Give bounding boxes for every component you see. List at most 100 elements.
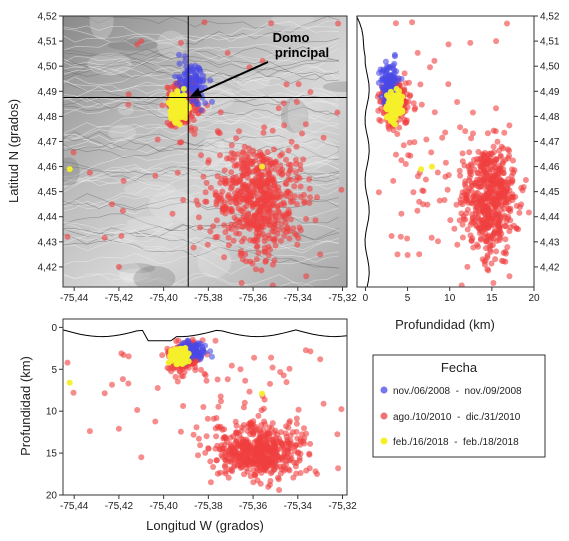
map-event-2010 (288, 138, 295, 145)
map-event-2010 (251, 236, 258, 243)
map-event-2010 (256, 206, 263, 213)
lon-event-2010 (240, 422, 247, 428)
depth-event-2010 (431, 57, 438, 64)
x-tick-label: 5 (405, 293, 411, 304)
depth-event-2010 (497, 234, 504, 241)
map-event-2010 (277, 237, 284, 244)
relief-contour (63, 159, 340, 207)
lon-event-2010 (248, 452, 255, 459)
depth-event-2010 (522, 177, 529, 183)
lon-event-2010 (247, 473, 254, 480)
map-event-2010 (118, 233, 125, 239)
lon-event-2010 (252, 452, 259, 459)
map-event-2010 (271, 146, 277, 153)
depth-event-2010 (398, 157, 405, 164)
depth-event-2010 (422, 176, 429, 183)
relief-contour (63, 133, 340, 160)
lon-event-2010 (212, 337, 219, 344)
depth-event-2010 (507, 224, 514, 231)
map-event-2010 (269, 282, 276, 287)
depth-event-2018 (418, 166, 425, 173)
map-event-2010 (258, 172, 265, 178)
map-event-2010 (299, 130, 305, 137)
depth-event-2010 (462, 197, 469, 204)
depth-event-2010 (481, 261, 488, 268)
depth-event-2010 (438, 307, 444, 313)
lon-event-2010 (283, 379, 290, 386)
map-event-2010 (259, 195, 266, 202)
lon-event-2010 (317, 356, 324, 363)
map-event-2010 (64, 233, 71, 240)
depth-event-2018 (383, 114, 390, 121)
depth-event-2010 (497, 153, 504, 160)
lon-event-2010 (266, 456, 273, 463)
lon-event-2010 (307, 348, 314, 355)
lon-event-2010 (207, 479, 214, 486)
map-event-2010 (238, 280, 245, 286)
depth-event-2010 (506, 273, 513, 280)
lon-event-2010 (285, 466, 292, 473)
lon-event-2010 (246, 388, 253, 395)
lon-event-2010 (284, 450, 291, 457)
lon-event-2010 (252, 472, 259, 479)
map-event-2010 (262, 218, 269, 225)
map-event-2010 (201, 19, 208, 26)
lon-event-2008 (196, 351, 203, 358)
y-tick-label: 4,43 (540, 237, 560, 248)
map-event-2010 (306, 176, 313, 183)
lon-event-2010 (255, 412, 262, 419)
depth-event-2010 (404, 252, 411, 258)
depth-event-2010 (454, 241, 461, 248)
lon-event-2008 (209, 353, 215, 360)
map-event-2010 (320, 134, 327, 141)
lon-event-2010 (200, 404, 207, 410)
depth-event-2018 (390, 110, 396, 117)
lon-event-2010 (239, 448, 246, 455)
relief-contour (63, 234, 340, 254)
map-event-2010 (283, 156, 289, 163)
map-event-2010 (233, 180, 240, 186)
depth-event-2010 (445, 41, 452, 48)
map-event-2010 (276, 209, 283, 216)
map-event-2010 (233, 135, 240, 142)
depth-event-2010 (496, 147, 503, 154)
map-event-2010 (275, 202, 281, 209)
y-tick-label: 15 (46, 449, 58, 460)
depth-event-2010 (414, 49, 421, 56)
lon-event-2010 (218, 398, 224, 405)
map-event-2010 (266, 174, 273, 181)
lon-event-2010 (227, 445, 234, 452)
lon-event-2010 (213, 457, 220, 464)
map-event-2008 (181, 71, 188, 78)
lon-event-2010 (289, 429, 296, 436)
longitude-depth-y-ticks: 0 5 10 15 20 (46, 323, 63, 502)
depth-event-2010 (510, 157, 516, 164)
map-event-2010 (198, 152, 204, 159)
relief-shade (271, 16, 314, 27)
map-event-2010 (259, 57, 266, 64)
longitude-depth-x-ticks: -75,44 -75,42 -75,40 -75,38 -75,36 -75,34 -75,… (60, 495, 357, 512)
relief-contour (63, 193, 340, 217)
depth-event-2010 (502, 236, 509, 243)
depth-event-2010 (464, 263, 471, 270)
map-event-2010 (228, 169, 235, 176)
depth-event-2010 (416, 198, 423, 205)
map-event-2010 (217, 109, 224, 116)
x-tick-label: -75,36 (239, 293, 268, 304)
depth-event-2010 (484, 193, 491, 200)
y-tick-label: 4,50 (38, 62, 58, 73)
map-event-2010 (221, 222, 228, 229)
map-event-2010 (203, 179, 210, 186)
depth-event-2008 (382, 73, 389, 80)
map-event-2010 (159, 102, 166, 109)
lon-event-2010 (302, 347, 309, 354)
lon-event-2010 (275, 446, 282, 453)
lon-event-2010 (250, 479, 257, 486)
map-event-2008 (187, 85, 194, 92)
depth-event-2010 (397, 233, 404, 240)
map-event-2010 (231, 214, 238, 221)
depth-event-2008 (382, 58, 389, 65)
map-event-2010 (258, 267, 265, 274)
depth-latitude-points (374, 19, 532, 313)
